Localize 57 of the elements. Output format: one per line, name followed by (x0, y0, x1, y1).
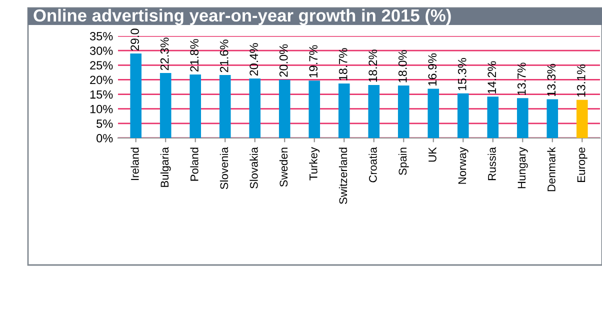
x-tick-label: Switzerland (338, 148, 348, 204)
data-label: 20.4% (250, 43, 258, 76)
bar (576, 100, 588, 138)
x-tick-label: Russia (488, 147, 496, 180)
y-tick-label: 20% (90, 76, 113, 84)
bar (368, 84, 380, 138)
data-label: 15.3% (458, 58, 466, 90)
y-tick-label: 35% (90, 32, 113, 40)
data-label: 14.2% (488, 61, 496, 94)
x-tick-label: Ireland (130, 148, 139, 180)
data-label: 18.2% (368, 50, 378, 82)
bar (130, 53, 142, 138)
bar (308, 80, 320, 138)
bar (338, 84, 350, 138)
data-label: 20.0% (279, 44, 288, 77)
bar (278, 80, 290, 138)
bar (219, 75, 231, 138)
data-label: 21.6% (220, 40, 228, 72)
x-tick-label: Denmark (547, 147, 556, 192)
data-label: 13.1% (576, 64, 586, 97)
y-tick-label: 0% (96, 134, 113, 142)
x-tick-label: Bulgaria (160, 147, 171, 187)
data-label: 29.0 (130, 28, 140, 51)
data-label: 19.7% (309, 45, 318, 78)
y-tick-label: 25% (90, 61, 113, 70)
x-tick-label: Turkey (309, 147, 320, 180)
bar (190, 74, 202, 138)
bar (546, 99, 558, 138)
x-tick-label: Slovenia (220, 147, 228, 190)
x-tick-label: Spain (398, 148, 409, 175)
data-label: 13.7% (517, 62, 526, 95)
y-tick-label: 30% (90, 46, 113, 55)
bar (160, 73, 172, 138)
x-tick-label: Norway (458, 147, 468, 184)
data-label: 21.8% (190, 39, 199, 72)
data-label: 13.3% (547, 64, 556, 96)
bar (428, 88, 440, 138)
x-tick-label: Hungary (518, 147, 528, 188)
y-tick-label: 5% (96, 120, 113, 128)
bar (516, 98, 528, 138)
bar (487, 96, 499, 138)
bar (398, 86, 410, 138)
data-label: 18.7% (338, 48, 348, 80)
x-tick-label: UK (428, 147, 436, 162)
data-label: 16.9% (428, 53, 437, 86)
x-tick-label: Sweden (279, 148, 288, 187)
data-label: 22.3% (160, 38, 169, 70)
data-label: 18.0% (398, 50, 407, 82)
y-tick-label: 10% (90, 104, 113, 114)
y-tick-label: 15% (90, 90, 113, 99)
x-tick-label: Croatia (368, 147, 377, 182)
bar (249, 78, 261, 138)
x-tick-label: Europe (577, 148, 588, 182)
bar (457, 93, 469, 138)
x-tick-label: Slovakia (250, 147, 258, 189)
chart-title: Online advertising year-on-year growth in 2015 (%) (34, 8, 451, 26)
x-tick-label: Poland (190, 148, 198, 181)
